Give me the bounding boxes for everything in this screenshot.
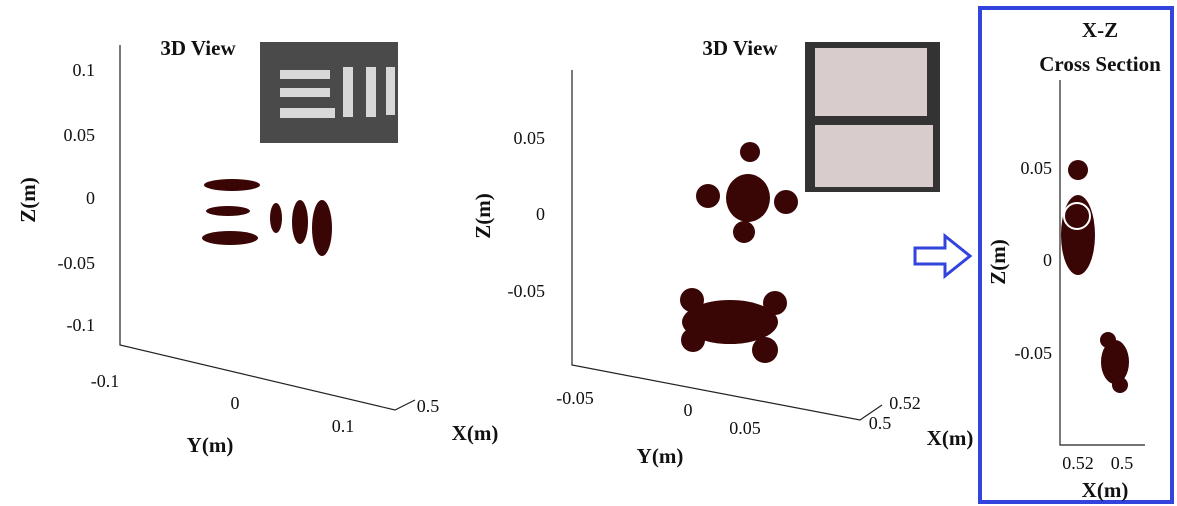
y-tick-label: -0.05 bbox=[556, 388, 594, 408]
z-axis-label: Z(m) bbox=[471, 193, 495, 239]
z-tick-label: -0.05 bbox=[58, 253, 96, 273]
y-tick-label: -0.1 bbox=[91, 371, 120, 391]
photo-block bbox=[815, 48, 927, 116]
x-axis-label: X(m) bbox=[1082, 478, 1129, 502]
z-tick-label: 0.05 bbox=[1021, 158, 1053, 178]
z-tick-label: 0 bbox=[1043, 250, 1052, 270]
arrow bbox=[913, 232, 973, 280]
z-tick-label: 0 bbox=[536, 204, 545, 224]
panel-2 bbox=[571, 42, 940, 421]
panel-subtitle: Cross Section bbox=[1039, 52, 1161, 76]
x-tick-label: 0.5 bbox=[869, 413, 892, 433]
x-tick-label: 0.52 bbox=[889, 393, 921, 413]
y-axis-label: Y(m) bbox=[187, 433, 234, 457]
y-axis-label: Y(m) bbox=[637, 444, 684, 468]
x-axis-label: X(m) bbox=[927, 426, 974, 450]
photo-strips bbox=[280, 67, 395, 118]
panel-1 bbox=[119, 42, 416, 411]
x-tick-label: 0.5 bbox=[1111, 453, 1134, 473]
x-axis-label: X(m) bbox=[452, 421, 499, 445]
z-tick-label: -0.05 bbox=[508, 281, 546, 301]
x-tick-label: 0.5 bbox=[417, 396, 440, 416]
y-tick-label: 0 bbox=[684, 400, 693, 420]
panel-title: X-Z bbox=[1082, 18, 1118, 42]
blobs bbox=[202, 179, 332, 256]
z-axis-label: Z(m) bbox=[986, 239, 1010, 285]
z-tick-label: 0.05 bbox=[514, 128, 546, 148]
y-tick-label: 0 bbox=[231, 393, 240, 413]
ring bbox=[1063, 202, 1091, 230]
panel-border bbox=[978, 6, 1174, 504]
blobs bbox=[680, 142, 798, 363]
z-axis-label: Z(m) bbox=[16, 177, 40, 223]
y-tick-label: 0.1 bbox=[332, 416, 355, 436]
blobs bbox=[1061, 160, 1129, 393]
z-tick-label: 0.1 bbox=[73, 60, 96, 80]
axes bbox=[1059, 80, 1145, 446]
panel-3 bbox=[978, 6, 1174, 504]
z-tick-label: 0 bbox=[86, 188, 95, 208]
z-tick-label: -0.05 bbox=[1015, 343, 1053, 363]
y-tick-label: 0.05 bbox=[729, 418, 761, 438]
panel-title: 3D View bbox=[160, 36, 236, 60]
axes bbox=[571, 70, 883, 421]
z-tick-label: -0.1 bbox=[67, 315, 96, 335]
axes bbox=[119, 45, 416, 411]
x-tick-label: 0.52 bbox=[1062, 453, 1094, 473]
z-tick-label: 0.05 bbox=[64, 125, 96, 145]
photo-block bbox=[815, 125, 933, 187]
panel-title: 3D View bbox=[702, 36, 778, 60]
